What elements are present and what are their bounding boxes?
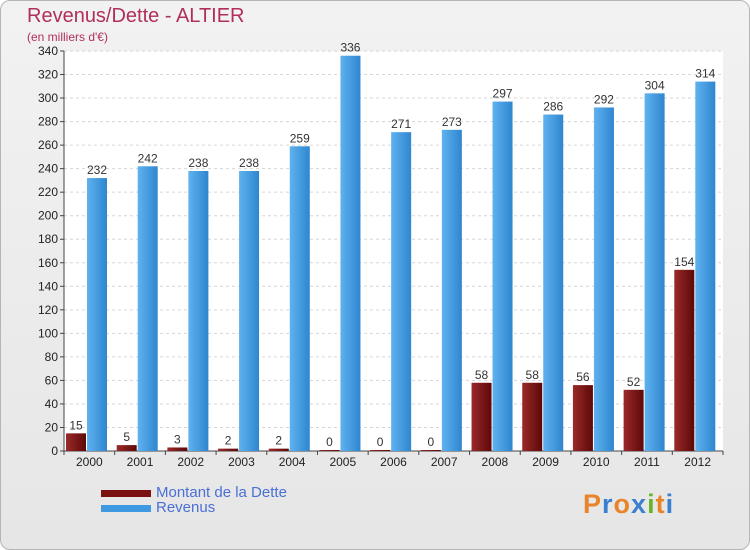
bar-dette-2001 [116, 445, 137, 451]
y-tick-label: 100 [38, 326, 58, 340]
bar-dette-2002 [167, 447, 188, 451]
y-tick-label: 0 [51, 444, 58, 458]
y-tick-label: 20 [45, 420, 59, 434]
data-label-revenus-2006: 271 [391, 117, 411, 131]
y-tick-label: 200 [38, 209, 58, 223]
data-label-dette-2004: 2 [275, 434, 282, 448]
data-label-dette-2012: 154 [674, 255, 694, 269]
data-label-revenus-2005: 336 [340, 41, 360, 55]
logo-letter: t [655, 489, 666, 519]
data-label-revenus-2012: 314 [695, 67, 715, 81]
bar-revenus-2011 [644, 93, 665, 452]
logo-letter: i [647, 489, 656, 519]
data-label-dette-2000: 15 [69, 418, 83, 432]
data-label-dette-2006: 0 [377, 435, 384, 449]
proxiti-logo: Proxiti [583, 489, 674, 520]
y-tick-label: 60 [45, 373, 59, 387]
bar-revenus-2000 [87, 178, 107, 451]
y-tick-label: 120 [38, 303, 58, 317]
data-label-revenus-2007: 273 [442, 115, 462, 129]
bar-revenus-2006 [391, 132, 412, 452]
y-tick-label: 80 [45, 350, 59, 364]
y-tick-label: 40 [45, 397, 59, 411]
x-tick-label: 2003 [228, 455, 255, 469]
data-label-dette-2009: 58 [526, 368, 540, 382]
data-label-dette-2001: 5 [123, 430, 130, 444]
y-tick-label: 320 [38, 68, 58, 82]
bar-revenus-2008 [492, 101, 513, 452]
data-label-revenus-2009: 286 [543, 100, 563, 114]
y-tick-label: 340 [38, 44, 58, 58]
bar-dette-2006 [370, 450, 391, 451]
legend-swatch-revenus [101, 505, 151, 512]
bar-dette-2009 [522, 382, 543, 451]
x-tick-label: 2005 [329, 455, 356, 469]
y-tick-label: 140 [38, 279, 58, 293]
bar-dette-2000 [66, 433, 86, 451]
bar-revenus-2003 [239, 171, 260, 451]
x-tick-label: 2001 [127, 455, 154, 469]
y-tick-label: 300 [38, 91, 58, 105]
bar-revenus-2012 [695, 81, 716, 452]
x-tick-label: 2000 [76, 455, 103, 469]
bar-dette-2005 [319, 450, 340, 451]
bar-dette-2008 [471, 382, 492, 451]
data-label-revenus-2004: 259 [290, 131, 310, 145]
data-label-revenus-2011: 304 [645, 78, 665, 92]
data-label-dette-2008: 58 [475, 368, 489, 382]
logo-letter: x [631, 489, 648, 519]
x-tick-label: 2002 [177, 455, 204, 469]
data-label-dette-2003: 2 [225, 434, 232, 448]
bar-revenus-2010 [593, 107, 614, 452]
legend-label-dette: Montant de la Dette [156, 484, 287, 501]
bar-dette-2007 [420, 450, 441, 451]
x-tick-label: 2004 [279, 455, 306, 469]
chart-title: Revenus/Dette - ALTIER [27, 5, 245, 27]
data-label-dette-2011: 52 [627, 375, 641, 389]
data-label-dette-2005: 0 [326, 435, 333, 449]
data-label-revenus-2010: 292 [594, 92, 614, 106]
bar-dette-2011 [623, 389, 644, 451]
data-label-revenus-2002: 238 [188, 156, 208, 170]
logo-letter: P [583, 489, 603, 519]
data-label-revenus-2003: 238 [239, 156, 259, 170]
bar-revenus-2004 [289, 146, 310, 451]
legend-label-revenus: Revenus [156, 499, 216, 516]
x-tick-label: 2009 [532, 455, 559, 469]
data-label-revenus-2008: 297 [493, 87, 513, 101]
x-tick-label: 2007 [431, 455, 458, 469]
x-tick-label: 2012 [684, 455, 711, 469]
data-label-revenus-2000: 232 [87, 163, 107, 177]
bar-revenus-2001 [137, 166, 158, 451]
logo-letter: r [602, 489, 614, 519]
bar-revenus-2002 [188, 171, 209, 451]
logo-letter: i [665, 489, 675, 519]
data-label-dette-2010: 56 [576, 370, 590, 384]
bar-revenus-2007 [441, 129, 462, 451]
legend-swatch-dette [101, 490, 151, 497]
x-tick-label: 2006 [380, 455, 407, 469]
x-tick-label: 2011 [634, 455, 660, 469]
logo-letter: o [613, 489, 632, 519]
x-tick-label: 2010 [583, 455, 610, 469]
y-tick-label: 240 [38, 162, 58, 176]
x-tick-label: 2008 [482, 455, 509, 469]
bar-dette-2010 [572, 385, 593, 451]
data-label-dette-2007: 0 [428, 435, 435, 449]
bar-dette-2012 [674, 269, 695, 451]
chart-subtitle: (en milliers d'€) [27, 30, 108, 44]
y-tick-label: 280 [38, 115, 58, 129]
bar-revenus-2005 [340, 55, 361, 452]
bar-dette-2004 [268, 448, 289, 451]
y-tick-label: 180 [38, 232, 58, 246]
data-label-dette-2002: 3 [174, 432, 181, 446]
y-tick-label: 160 [38, 256, 58, 270]
bar-revenus-2009 [543, 114, 564, 451]
y-tick-label: 260 [38, 138, 58, 152]
y-tick-label: 220 [38, 185, 58, 199]
bar-dette-2003 [218, 448, 239, 451]
data-label-revenus-2001: 242 [138, 151, 158, 165]
